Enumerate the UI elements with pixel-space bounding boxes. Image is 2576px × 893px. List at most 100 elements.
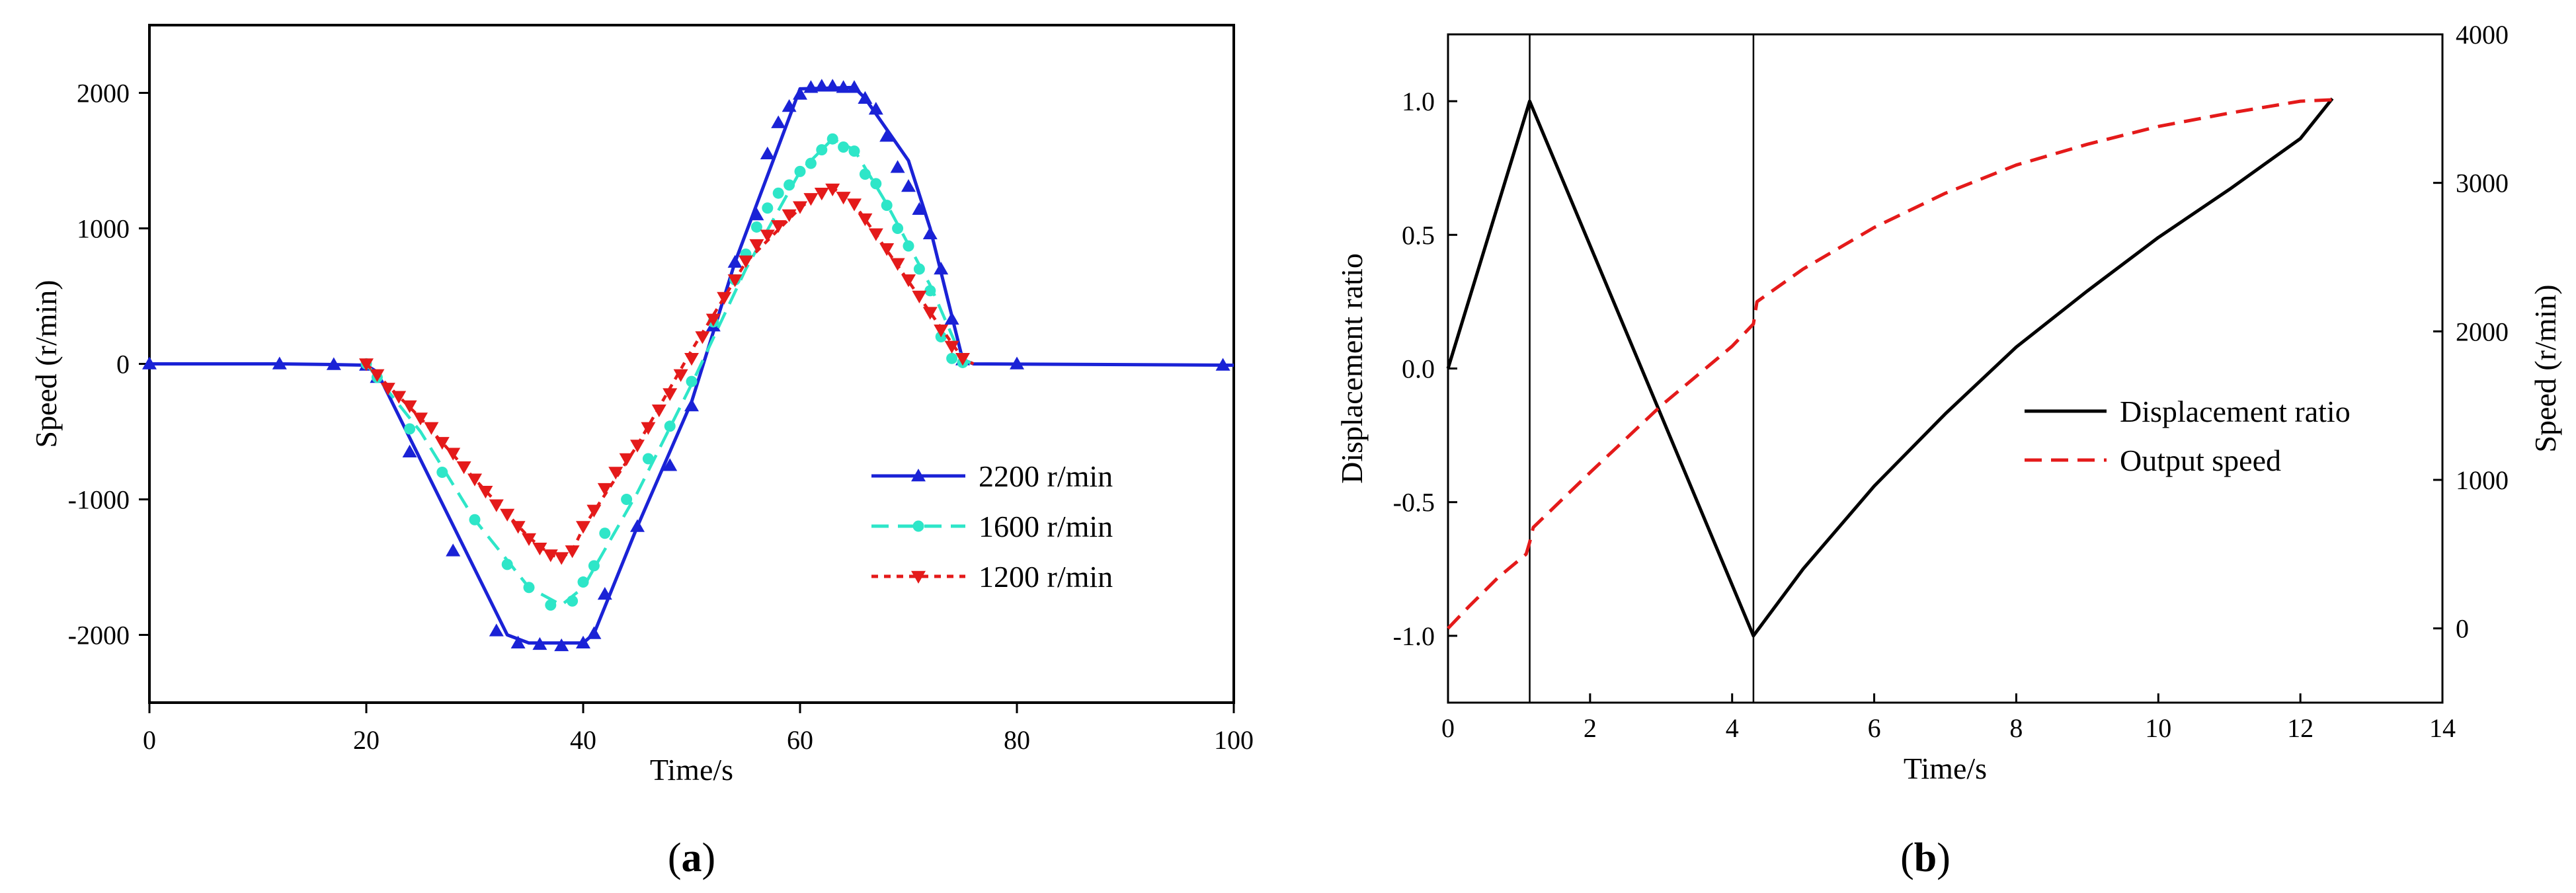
data-point bbox=[890, 258, 905, 271]
data-point bbox=[826, 133, 838, 145]
legend-label: 1200 r/min bbox=[979, 560, 1113, 594]
legend-entry-a-2: 1200 r/min bbox=[871, 560, 1113, 594]
data-point bbox=[784, 179, 795, 191]
data-point bbox=[565, 545, 580, 559]
legend-marker bbox=[911, 469, 926, 482]
data-point bbox=[586, 504, 602, 518]
data-point bbox=[727, 254, 743, 268]
data-point bbox=[803, 80, 819, 93]
series-b-1 bbox=[1447, 98, 2333, 630]
y-tick-label-0: 0 bbox=[116, 350, 130, 379]
x-axis-label-b: Time/s bbox=[1904, 752, 1987, 785]
data-point bbox=[554, 552, 569, 565]
data-point bbox=[924, 285, 936, 297]
y-left-tick-label: 0.0 bbox=[1402, 354, 1435, 384]
caption-b: (b) bbox=[1900, 835, 1951, 880]
data-point bbox=[762, 202, 774, 214]
data-point bbox=[597, 483, 612, 496]
data-point bbox=[619, 453, 634, 466]
y-tick-label-2000: 2000 bbox=[77, 79, 130, 108]
data-point bbox=[750, 221, 762, 233]
y-left-axis-label-b: Displacement ratio bbox=[1335, 253, 1369, 484]
data-point bbox=[522, 533, 536, 546]
data-point bbox=[772, 187, 784, 199]
data-point bbox=[424, 422, 439, 435]
plot-frame-b bbox=[1447, 33, 2444, 704]
data-point bbox=[663, 388, 678, 401]
x-tick-label-100: 100 bbox=[1214, 725, 1254, 755]
data-point bbox=[782, 99, 797, 112]
legend-marker bbox=[911, 570, 926, 584]
x-tick-label-60: 60 bbox=[787, 725, 813, 755]
x-tick-label-20: 20 bbox=[353, 725, 380, 755]
data-point bbox=[760, 146, 775, 159]
data-point bbox=[858, 213, 873, 227]
data-point bbox=[695, 331, 710, 344]
data-point bbox=[467, 473, 482, 486]
data-point bbox=[391, 391, 407, 404]
data-point bbox=[686, 375, 698, 387]
data-point bbox=[912, 202, 927, 215]
x-tick-label-0: 0 bbox=[143, 725, 156, 755]
data-point bbox=[577, 576, 589, 588]
y-tick-label--2000: -2000 bbox=[68, 621, 130, 650]
data-point bbox=[500, 508, 515, 522]
legend-entry-b-0: Displacement ratio bbox=[2025, 395, 2351, 428]
data-point bbox=[881, 200, 893, 212]
data-point bbox=[1010, 356, 1024, 369]
x-tick-label-6: 6 bbox=[1868, 713, 1881, 743]
data-point bbox=[543, 549, 558, 563]
y-left-tick-label: 1.0 bbox=[1402, 87, 1435, 116]
data-point bbox=[825, 79, 840, 92]
legend-entry-a-0: 2200 r/min bbox=[871, 459, 1113, 493]
data-point bbox=[749, 239, 764, 252]
data-point bbox=[142, 356, 157, 369]
data-point bbox=[630, 440, 645, 453]
data-point bbox=[510, 635, 526, 649]
panel-b: 0 2 4 6 8 10 12 14 -1.0 -0.5 0.0 0.5 1.0 0 1000 2000 300… bbox=[1335, 20, 2562, 880]
data-point bbox=[901, 274, 916, 288]
legend-label: 2200 r/min bbox=[979, 459, 1113, 493]
data-point bbox=[749, 208, 764, 221]
data-point bbox=[641, 422, 656, 435]
y-left-tick-label: -1.0 bbox=[1393, 621, 1435, 651]
data-point bbox=[901, 178, 916, 192]
series-a-2 bbox=[359, 183, 975, 565]
data-point bbox=[489, 623, 504, 637]
data-point bbox=[621, 494, 633, 505]
y-tick-label-1000: 1000 bbox=[77, 214, 130, 244]
data-point bbox=[608, 467, 624, 480]
x-tick-label-0: 0 bbox=[1441, 713, 1455, 743]
data-point bbox=[793, 87, 807, 100]
data-point bbox=[892, 223, 904, 234]
data-point bbox=[825, 183, 840, 197]
data-point bbox=[532, 637, 547, 650]
data-point bbox=[599, 527, 611, 539]
data-point bbox=[913, 263, 925, 275]
legend-label: Output speed bbox=[2120, 444, 2281, 477]
data-point bbox=[489, 499, 504, 512]
data-point bbox=[434, 437, 450, 450]
y-tick-label--1000: -1000 bbox=[68, 485, 130, 515]
data-point bbox=[814, 187, 829, 201]
data-point bbox=[326, 357, 341, 370]
data-point bbox=[838, 141, 850, 153]
data-point bbox=[446, 543, 461, 557]
y-left-tick-label: 0.5 bbox=[1402, 220, 1435, 250]
data-point bbox=[868, 102, 883, 115]
data-point bbox=[934, 262, 949, 275]
legend-entry-a-1: 1600 r/min bbox=[871, 510, 1113, 543]
data-point bbox=[501, 559, 513, 570]
data-point bbox=[532, 543, 547, 556]
data-point bbox=[380, 383, 395, 396]
x-tick-label-80: 80 bbox=[1004, 725, 1030, 755]
data-point bbox=[402, 400, 417, 414]
data-point bbox=[456, 461, 471, 475]
data-point bbox=[359, 358, 374, 371]
data-point bbox=[446, 447, 461, 461]
y-right-axis-label-b: Speed (r/min) bbox=[2528, 284, 2562, 452]
data-point bbox=[870, 178, 882, 190]
x-tick-label-2: 2 bbox=[1584, 713, 1597, 743]
data-point bbox=[782, 209, 797, 222]
